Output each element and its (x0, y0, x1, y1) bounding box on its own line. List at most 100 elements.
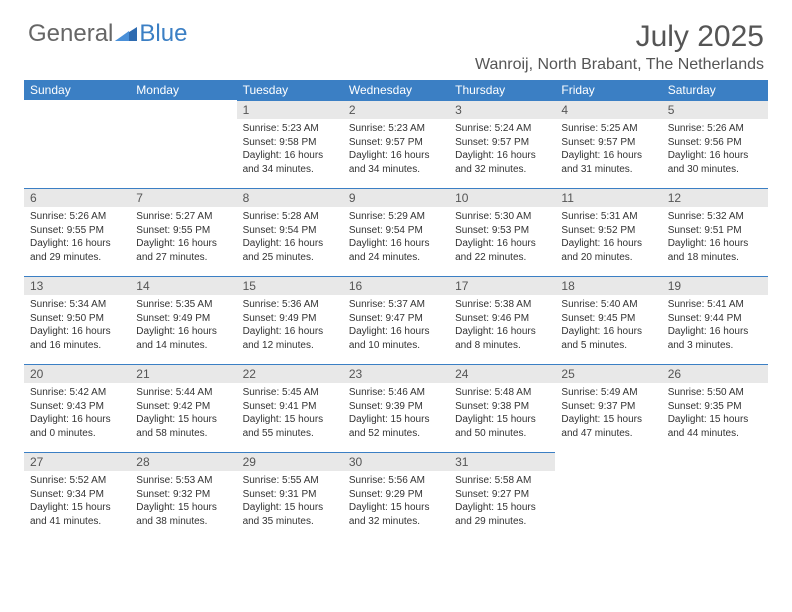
calendar-cell (24, 100, 130, 188)
daylight-line: Daylight: 15 hours and 44 minutes. (668, 413, 762, 440)
sunset-line: Sunset: 9:45 PM (561, 312, 655, 326)
daylight-line: Daylight: 15 hours and 58 minutes. (136, 413, 230, 440)
sunrise-line: Sunrise: 5:24 AM (455, 122, 549, 136)
day-number: 20 (24, 364, 130, 383)
sunrise-line: Sunrise: 5:30 AM (455, 210, 549, 224)
calendar-week-row: 6 Sunrise: 5:26 AM Sunset: 9:55 PM Daylight… (24, 188, 768, 276)
daylight-line: Daylight: 15 hours and 55 minutes. (243, 413, 337, 440)
daylight-line: Daylight: 16 hours and 24 minutes. (349, 237, 443, 264)
daylight-line: Daylight: 16 hours and 20 minutes. (561, 237, 655, 264)
sunrise-line: Sunrise: 5:56 AM (349, 474, 443, 488)
location-line: Wanroij, North Brabant, The Netherlands (0, 56, 792, 80)
calendar-cell (130, 100, 236, 188)
calendar-cell: 13Sunrise: 5:34 AMSunset: 9:50 PMDayligh… (24, 276, 130, 364)
daylight-line: Daylight: 16 hours and 29 minutes. (30, 237, 124, 264)
calendar-cell: 26Sunrise: 5:50 AMSunset: 9:35 PMDayligh… (662, 364, 768, 452)
calendar-table: SundayMondayTuesdayWednesdayThursdayFrid… (24, 80, 768, 540)
logo-icon (115, 20, 137, 48)
sunset-line: Sunset: 9:57 PM (349, 136, 443, 150)
day-body: Sunrise: 5:38 AMSunset: 9:46 PMDaylight:… (449, 295, 555, 356)
day-number: 24 (449, 364, 555, 383)
calendar-cell (555, 452, 661, 540)
daylight-line: Daylight: 16 hours and 5 minutes. (561, 325, 655, 352)
sunrise-line: Sunrise: 5:26 AM (668, 122, 762, 136)
day-number: 12 (662, 188, 768, 207)
day-body: Sunrise: 5:40 AMSunset: 9:45 PMDaylight:… (555, 295, 661, 356)
daylight-line: Daylight: 16 hours and 22 minutes. (455, 237, 549, 264)
day-body: Sunrise: 5:28 AMSunset: 9:54 PMDaylight:… (237, 207, 343, 268)
day-body: Sunrise: 5:29 AMSunset: 9:54 PMDaylight:… (343, 207, 449, 268)
daylight-line: Daylight: 16 hours and 34 minutes. (243, 149, 337, 176)
day-number: 27 (24, 452, 130, 471)
calendar-cell: 31Sunrise: 5:58 AMSunset: 9:27 PMDayligh… (449, 452, 555, 540)
sunset-line: Sunset: 9:39 PM (349, 400, 443, 414)
sunset-line: Sunset: 9:54 PM (243, 224, 337, 238)
day-header: Wednesday (343, 80, 449, 100)
calendar-cell: 2Sunrise: 5:23 AMSunset: 9:57 PMDaylight… (343, 100, 449, 188)
daylight-line: Daylight: 15 hours and 29 minutes. (455, 501, 549, 528)
day-number: 14 (130, 276, 236, 295)
day-body: Sunrise: 5:53 AMSunset: 9:32 PMDaylight:… (130, 471, 236, 532)
calendar-cell: 29Sunrise: 5:55 AMSunset: 9:31 PMDayligh… (237, 452, 343, 540)
day-body: Sunrise: 5:41 AMSunset: 9:44 PMDaylight:… (662, 295, 768, 356)
sunset-line: Sunset: 9:55 PM (136, 224, 230, 238)
day-body: Sunrise: 5:26 AMSunset: 9:56 PMDaylight:… (662, 119, 768, 180)
calendar-cell: 10Sunrise: 5:30 AMSunset: 9:53 PMDayligh… (449, 188, 555, 276)
calendar-head: SundayMondayTuesdayWednesdayThursdayFrid… (24, 80, 768, 100)
calendar-cell: 25Sunrise: 5:49 AMSunset: 9:37 PMDayligh… (555, 364, 661, 452)
sunset-line: Sunset: 9:41 PM (243, 400, 337, 414)
sunrise-line: Sunrise: 5:53 AM (136, 474, 230, 488)
sunset-line: Sunset: 9:29 PM (349, 488, 443, 502)
sunset-line: Sunset: 9:52 PM (561, 224, 655, 238)
sunset-line: Sunset: 9:49 PM (243, 312, 337, 326)
sunrise-line: Sunrise: 5:37 AM (349, 298, 443, 312)
calendar-cell: 21Sunrise: 5:44 AMSunset: 9:42 PMDayligh… (130, 364, 236, 452)
sunset-line: Sunset: 9:46 PM (455, 312, 549, 326)
day-number: 31 (449, 452, 555, 471)
day-body: Sunrise: 5:48 AMSunset: 9:38 PMDaylight:… (449, 383, 555, 444)
day-number: 22 (237, 364, 343, 383)
day-header: Friday (555, 80, 661, 100)
calendar-cell (662, 452, 768, 540)
day-number: 2 (343, 100, 449, 119)
calendar-cell: 17Sunrise: 5:38 AMSunset: 9:46 PMDayligh… (449, 276, 555, 364)
logo-text-1: General (28, 20, 113, 48)
calendar-cell: 12Sunrise: 5:32 AMSunset: 9:51 PMDayligh… (662, 188, 768, 276)
day-number: 1 (237, 100, 343, 119)
title-block: July 2025 (636, 20, 764, 54)
sunrise-line: Sunrise: 5:38 AM (455, 298, 549, 312)
calendar-cell: 14Sunrise: 5:35 AMSunset: 9:49 PMDayligh… (130, 276, 236, 364)
sunrise-line: Sunrise: 5:55 AM (243, 474, 337, 488)
logo: General Blue (28, 20, 187, 48)
day-number: 19 (662, 276, 768, 295)
calendar-week-row: 27Sunrise: 5:52 AMSunset: 9:34 PMDayligh… (24, 452, 768, 540)
sunrise-line: Sunrise: 5:26 AM (30, 210, 124, 224)
sunset-line: Sunset: 9:50 PM (30, 312, 124, 326)
sunrise-line: Sunrise: 5:31 AM (561, 210, 655, 224)
sunset-line: Sunset: 9:44 PM (668, 312, 762, 326)
day-number: 7 (130, 188, 236, 207)
calendar-cell: 11 Sunrise: 5:31 AMSunset: 9:52 PMDayligh… (555, 188, 661, 276)
daylight-line: Daylight: 15 hours and 35 minutes. (243, 501, 337, 528)
sunset-line: Sunset: 9:47 PM (349, 312, 443, 326)
day-body: Sunrise: 5:35 AMSunset: 9:49 PMDaylight:… (130, 295, 236, 356)
calendar-week-row: 20Sunrise: 5:42 AMSunset: 9:43 PMDayligh… (24, 364, 768, 452)
sunset-line: Sunset: 9:58 PM (243, 136, 337, 150)
header: General Blue July 2025 (0, 0, 792, 56)
calendar-cell: 15Sunrise: 5:36 AMSunset: 9:49 PMDayligh… (237, 276, 343, 364)
daylight-line: Daylight: 16 hours and 34 minutes. (349, 149, 443, 176)
day-body: Sunrise: 5:23 AMSunset: 9:58 PMDaylight:… (237, 119, 343, 180)
day-body: Sunrise: 5:50 AMSunset: 9:35 PMDaylight:… (662, 383, 768, 444)
day-number: 11 (555, 188, 661, 207)
calendar-cell: 8Sunrise: 5:28 AMSunset: 9:54 PMDaylight… (237, 188, 343, 276)
day-body: Sunrise: 5:45 AMSunset: 9:41 PMDaylight:… (237, 383, 343, 444)
sunrise-line: Sunrise: 5:50 AM (668, 386, 762, 400)
calendar-cell: 30Sunrise: 5:56 AMSunset: 9:29 PMDayligh… (343, 452, 449, 540)
daylight-line: Daylight: 16 hours and 12 minutes. (243, 325, 337, 352)
day-number: 6 (24, 188, 130, 207)
day-number: 25 (555, 364, 661, 383)
daylight-line: Daylight: 15 hours and 41 minutes. (30, 501, 124, 528)
sunrise-line: Sunrise: 5:25 AM (561, 122, 655, 136)
daylight-line: Daylight: 16 hours and 25 minutes. (243, 237, 337, 264)
day-header: Monday (130, 80, 236, 100)
